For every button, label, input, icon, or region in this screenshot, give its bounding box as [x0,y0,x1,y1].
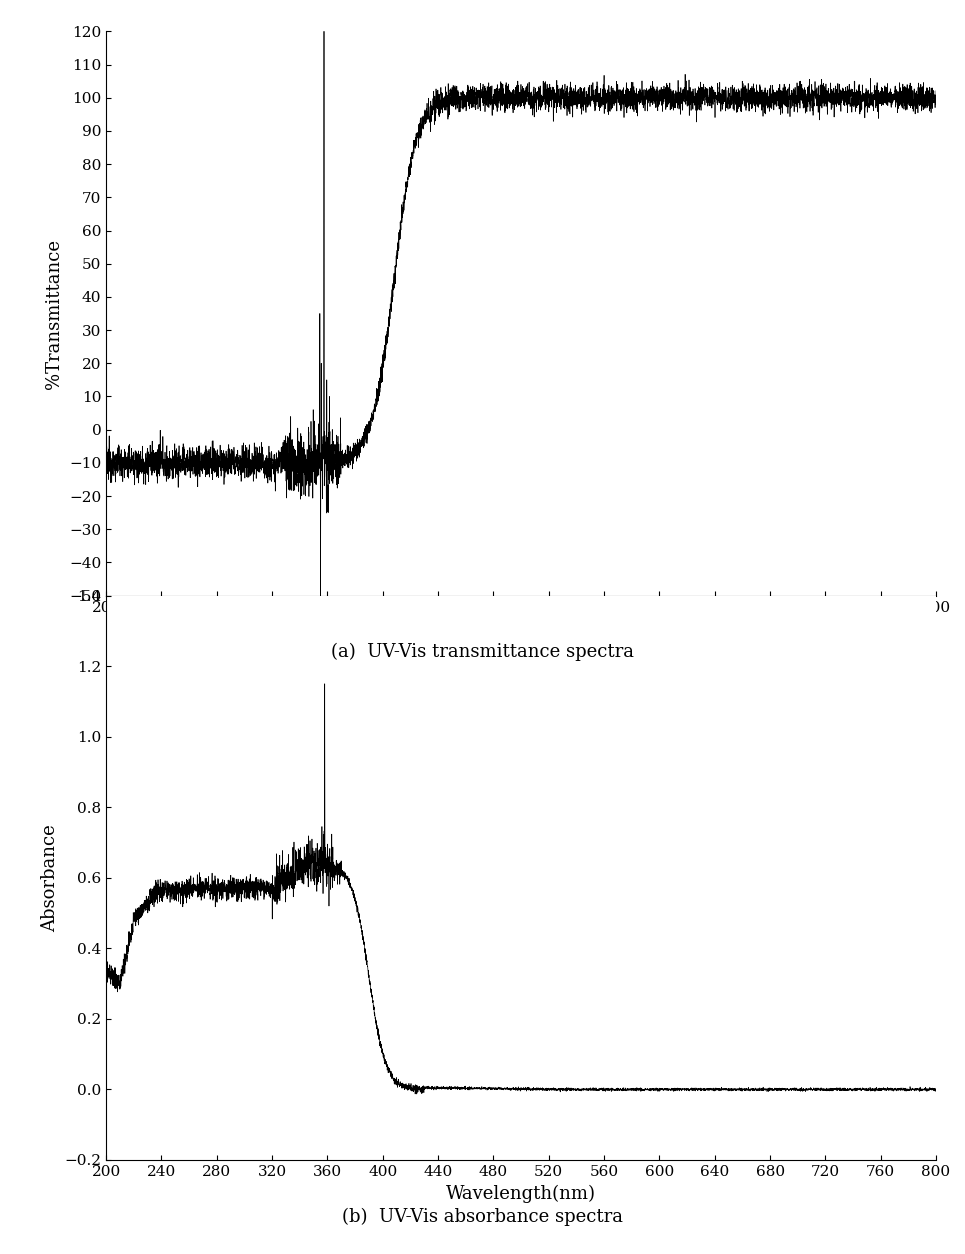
Y-axis label: %Transmittance: %Transmittance [45,238,64,389]
X-axis label: Wavelength(nm): Wavelength(nm) [446,619,596,638]
Text: (b)  UV-Vis absorbance spectra: (b) UV-Vis absorbance spectra [342,1208,623,1225]
X-axis label: Wavelength(nm): Wavelength(nm) [446,1184,596,1203]
Y-axis label: Absorbance: Absorbance [41,824,59,932]
Text: (a)  UV-Vis transmittance spectra: (a) UV-Vis transmittance spectra [331,643,634,661]
